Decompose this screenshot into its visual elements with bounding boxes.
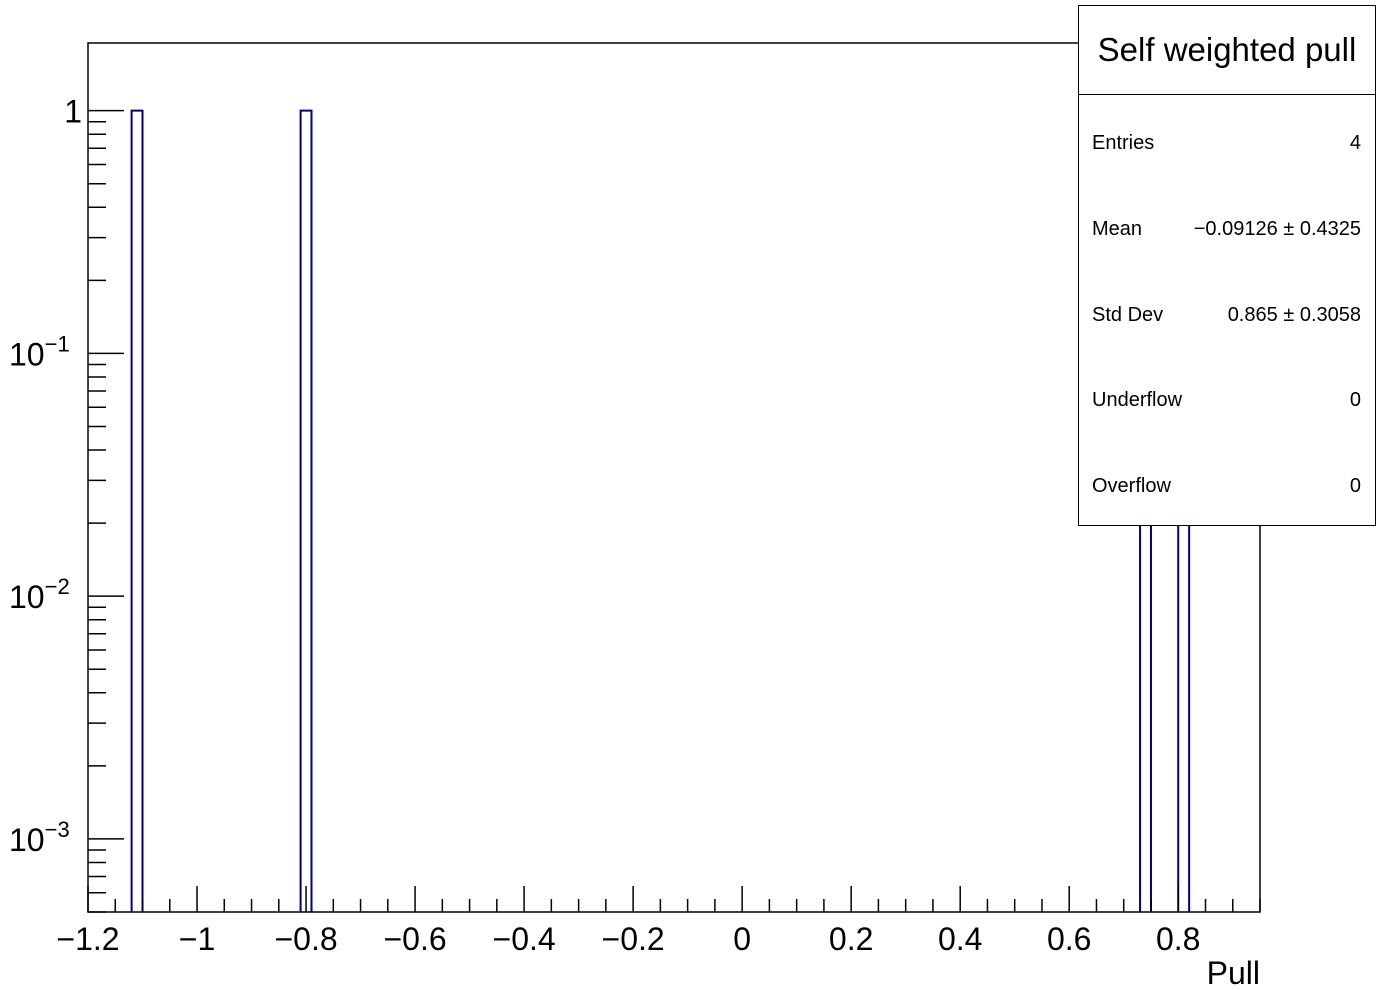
stats-value: −0.09126 ± 0.4325 (1193, 217, 1361, 240)
stats-label: Entries (1092, 131, 1155, 154)
x-tick-label: 0.8 (1156, 921, 1200, 957)
stats-value: 0 (1349, 474, 1361, 497)
stats-title: Self weighted pull (1079, 6, 1375, 95)
x-tick-label: −0.8 (274, 921, 337, 957)
x-tick-label: −0.2 (602, 921, 665, 957)
stats-row-std-dev: Std Dev 0.865 ± 0.3058 (1079, 300, 1375, 330)
x-tick-label: −0.6 (383, 921, 446, 957)
y-tick-label: 10−2 (9, 574, 70, 615)
x-axis: −1.2 −1 −0.8 −0.6 −0.4 −0.2 0 0.2 0.4 0.6 0.8 (56, 886, 1261, 957)
histogram-bar (299, 109, 313, 912)
x-tick-label: 0.2 (829, 921, 873, 957)
x-tick-label: −1 (179, 921, 215, 957)
y-axis: 1 10−1 10−2 10−3 (9, 94, 124, 913)
x-axis-title: Pull (1207, 955, 1260, 990)
y-tick-label: 1 (64, 94, 82, 130)
x-tick-label: −0.4 (493, 921, 556, 957)
histogram-bar (130, 109, 144, 912)
x-tick-label: 0.4 (938, 921, 982, 957)
x-tick-label: −1.2 (56, 921, 119, 957)
stats-row-overflow: Overflow 0 (1079, 471, 1375, 501)
stats-label: Std Dev (1092, 303, 1164, 326)
stats-box: Self weighted pull Entries 4 Mean −0.091… (1078, 5, 1376, 526)
x-tick-label: 0 (733, 921, 751, 957)
y-tick-label: 10−1 (9, 331, 70, 372)
stats-row-mean: Mean −0.09126 ± 0.4325 (1079, 214, 1375, 244)
stats-value: 0 (1349, 388, 1361, 411)
stats-label: Overflow (1092, 474, 1171, 497)
stats-value: 4 (1349, 131, 1361, 154)
stats-label: Underflow (1092, 388, 1183, 411)
stats-row-entries: Entries 4 (1079, 128, 1375, 158)
stats-label: Mean (1092, 217, 1143, 240)
x-tick-label: 0.6 (1047, 921, 1091, 957)
stats-row-underflow: Underflow 0 (1079, 385, 1375, 415)
histogram-bars (130, 109, 1191, 912)
stats-value: 0.865 ± 0.3058 (1227, 303, 1361, 326)
y-tick-label: 10−3 (9, 817, 70, 858)
